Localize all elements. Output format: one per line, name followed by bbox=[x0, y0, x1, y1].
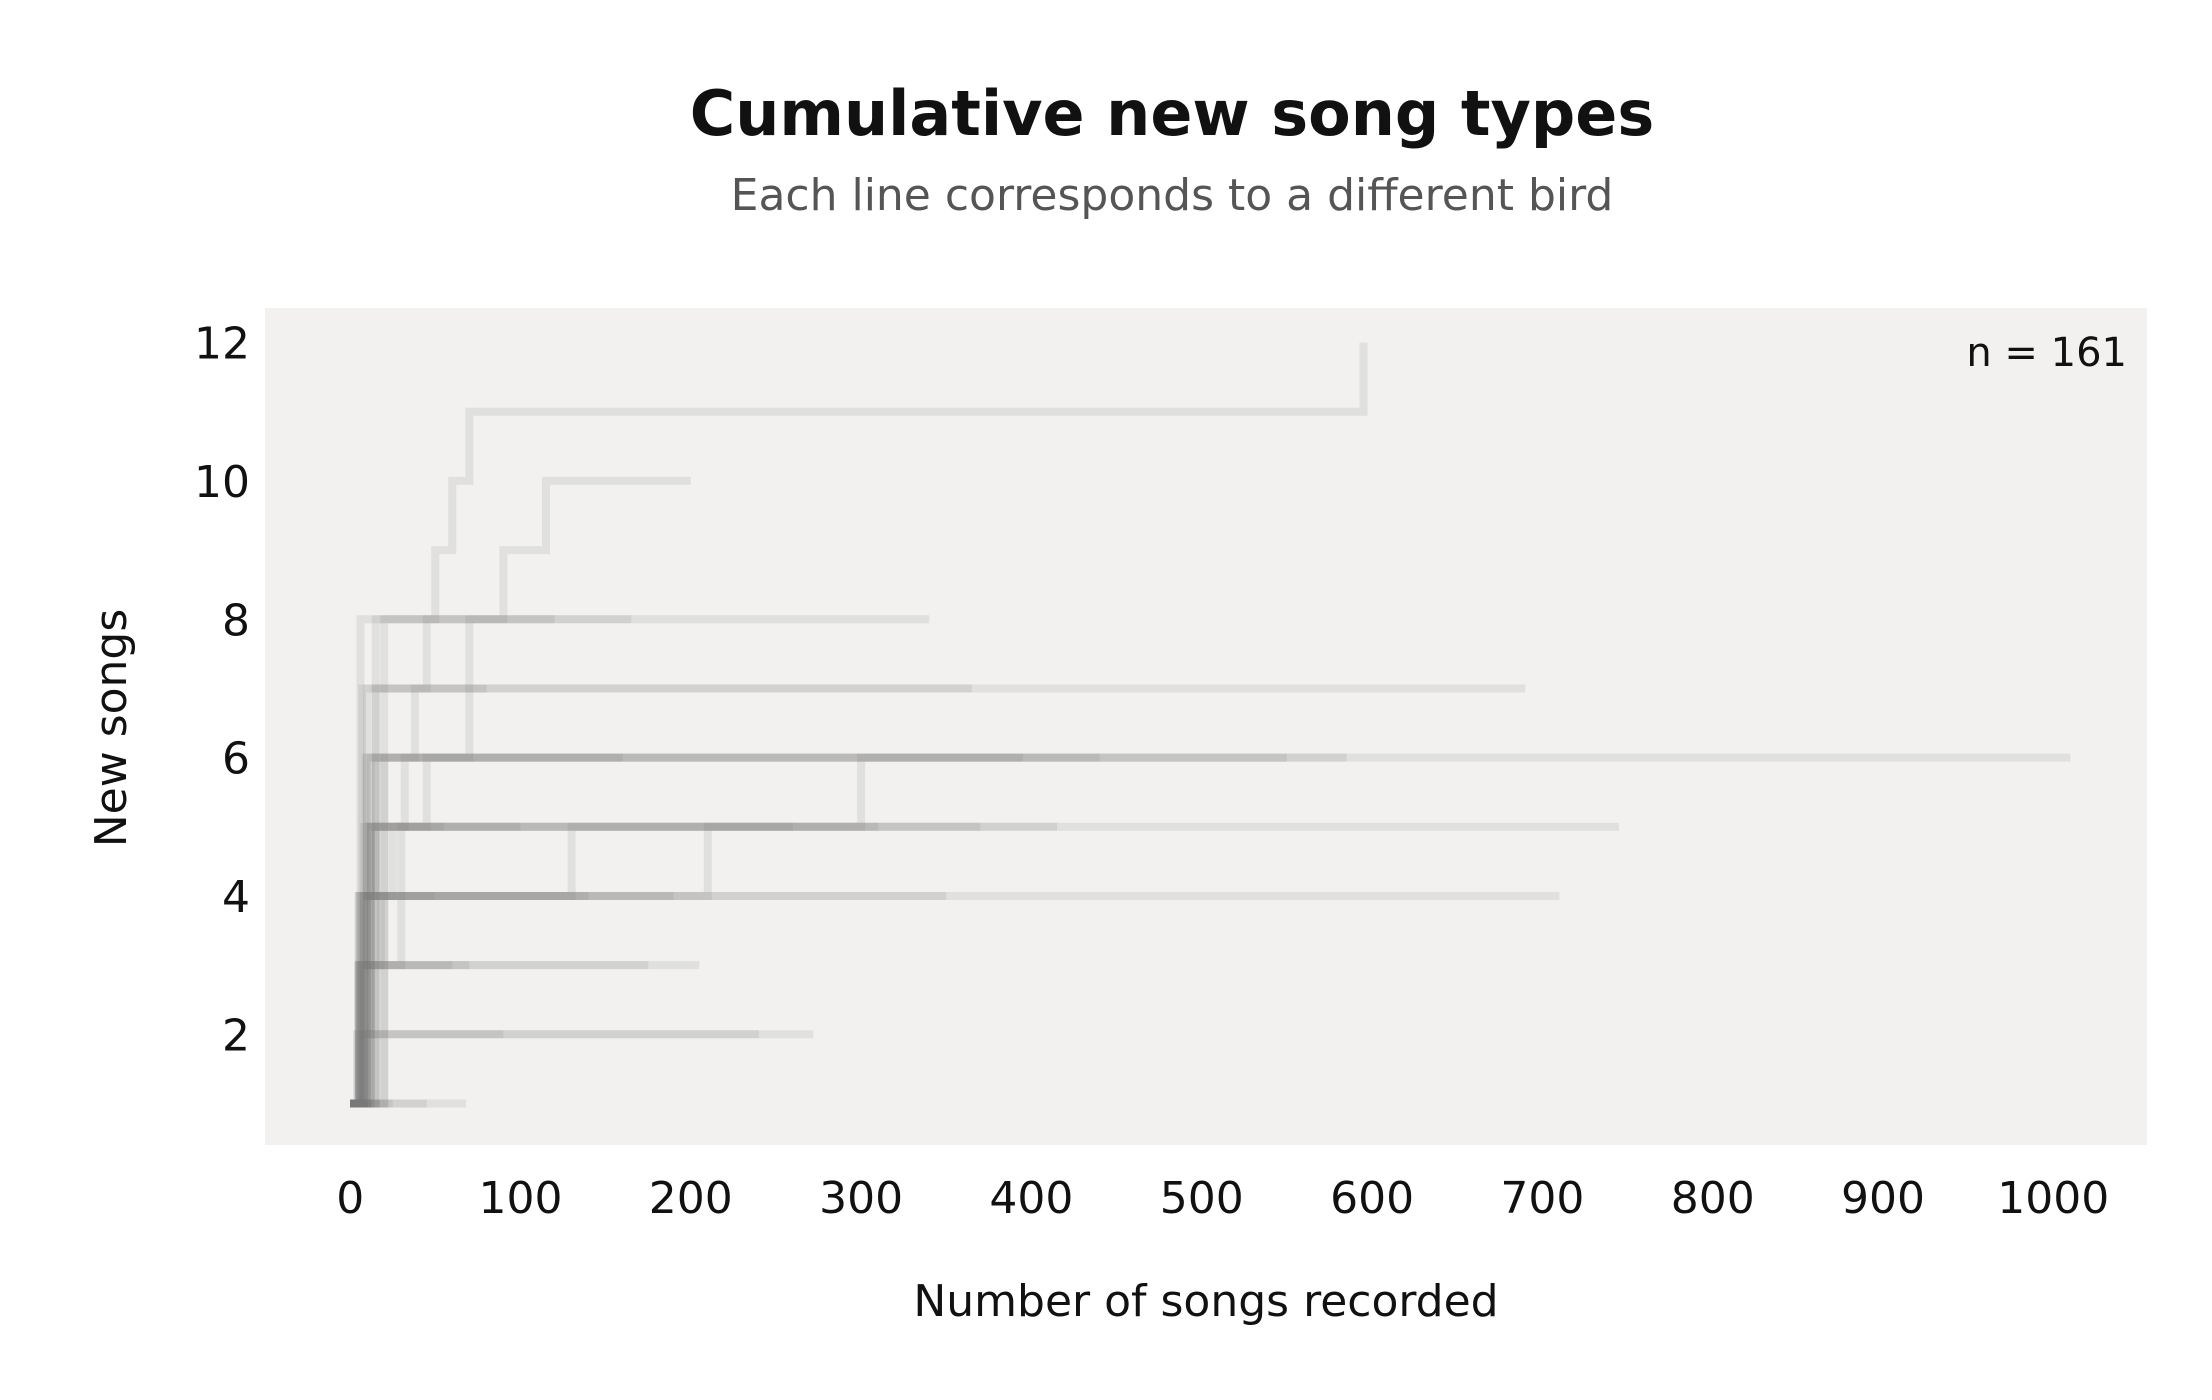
series-line-16 bbox=[350, 892, 947, 1108]
series-line-24 bbox=[350, 892, 674, 1108]
series-line-2 bbox=[350, 476, 691, 1108]
x-tick-label: 600 bbox=[1330, 1173, 1414, 1224]
series-line-4 bbox=[350, 684, 1526, 1108]
chart-title: Cumulative new song types bbox=[690, 77, 1654, 150]
series-line-21 bbox=[350, 961, 649, 1108]
series-line-13 bbox=[350, 822, 1057, 1108]
x-tick-label: 800 bbox=[1671, 1173, 1755, 1224]
series-line-18 bbox=[350, 822, 879, 1108]
x-tick-label: 0 bbox=[336, 1173, 364, 1224]
x-tick-label: 300 bbox=[819, 1173, 903, 1224]
y-tick-labels: 2 4 6 8 10 12 bbox=[194, 319, 250, 1062]
x-tick-label: 500 bbox=[1160, 1173, 1244, 1224]
y-tick-label: 12 bbox=[194, 319, 250, 370]
x-tick-label: 700 bbox=[1500, 1173, 1584, 1224]
series-line-5 bbox=[350, 753, 2071, 1108]
x-tick-labels: 0 100 200 300 400 500 600 700 800 900 1000 bbox=[336, 1173, 2109, 1224]
series-line-22 bbox=[350, 753, 1023, 1108]
x-tick-label: 200 bbox=[649, 1173, 733, 1224]
series-lines bbox=[350, 342, 2071, 1108]
series-line-23 bbox=[350, 822, 793, 1108]
chart-subtitle: Each line corresponds to a different bir… bbox=[731, 170, 1614, 221]
series-line-14 bbox=[350, 822, 981, 1108]
x-axis-label: Number of songs recorded bbox=[913, 1276, 1498, 1327]
series-line-3 bbox=[350, 615, 930, 1108]
x-tick-label: 900 bbox=[1841, 1173, 1925, 1224]
series-line-34 bbox=[350, 822, 444, 1108]
series-line-15 bbox=[350, 684, 972, 1108]
series-line-33 bbox=[350, 961, 453, 1108]
series-line-6 bbox=[350, 753, 1347, 1108]
plot-area bbox=[265, 308, 2147, 1145]
x-tick-label: 1000 bbox=[1997, 1173, 2109, 1224]
series-line-19 bbox=[350, 615, 632, 1108]
y-tick-label: 6 bbox=[222, 734, 250, 785]
y-tick-label: 10 bbox=[194, 457, 250, 508]
series-line-28 bbox=[350, 822, 521, 1108]
series-line-8 bbox=[350, 892, 1560, 1108]
y-tick-label: 8 bbox=[222, 595, 250, 646]
series-line-29 bbox=[350, 1030, 504, 1108]
x-tick-label: 100 bbox=[479, 1173, 563, 1224]
series-line-27 bbox=[350, 684, 487, 1108]
x-tick-label: 400 bbox=[989, 1173, 1073, 1224]
series-line-35 bbox=[350, 892, 436, 1108]
series-line-17 bbox=[350, 753, 1287, 1108]
series-line-10 bbox=[350, 961, 700, 1108]
series-line-9 bbox=[350, 1030, 814, 1108]
series-line-12 bbox=[350, 753, 1100, 1108]
y-tick-label: 4 bbox=[222, 872, 250, 923]
series-line-25 bbox=[350, 615, 555, 1108]
series-line-31 bbox=[350, 753, 623, 1108]
series-line-1 bbox=[350, 342, 1368, 1108]
y-axis-label: New songs bbox=[86, 609, 137, 848]
sample-size-annotation: n = 161 bbox=[1966, 330, 2127, 376]
series-line-30 bbox=[350, 892, 589, 1108]
series-line-32 bbox=[350, 961, 470, 1108]
series-line-20 bbox=[350, 1030, 759, 1108]
y-tick-label: 2 bbox=[222, 1010, 250, 1061]
series-line-7 bbox=[350, 822, 1619, 1108]
